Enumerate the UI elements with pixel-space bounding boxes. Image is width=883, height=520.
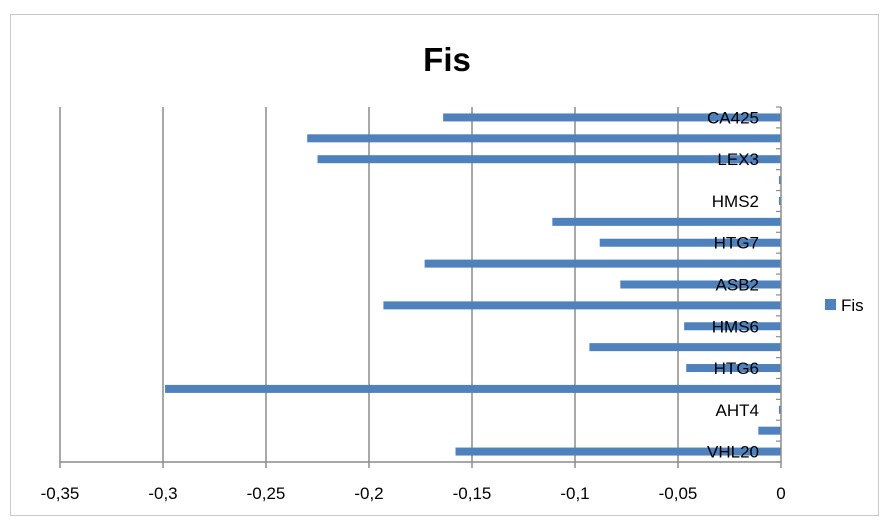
bars bbox=[165, 113, 781, 456]
bar bbox=[443, 113, 781, 122]
x-tick-label: -0,3 bbox=[148, 484, 177, 503]
bar bbox=[307, 134, 781, 143]
chart-title: Fis bbox=[423, 41, 471, 78]
bar bbox=[455, 447, 781, 456]
bar bbox=[778, 176, 781, 185]
category-label: LEX3 bbox=[717, 150, 759, 169]
x-tick-label: -0,25 bbox=[247, 484, 286, 503]
category-label: VHL20 bbox=[707, 443, 759, 462]
bar bbox=[686, 364, 781, 373]
category-labels: CA425 LEX3 HMS2 HTG7 ASB2 HMS6 HTG6 AHT4 VHL20 bbox=[707, 108, 759, 461]
legend-swatch bbox=[825, 299, 836, 310]
category-label: HMS2 bbox=[712, 192, 759, 211]
category-label: HTG6 bbox=[714, 359, 759, 378]
bar bbox=[778, 196, 781, 205]
bar bbox=[552, 217, 781, 226]
bar bbox=[620, 280, 781, 289]
x-tick-label: -0,2 bbox=[354, 484, 383, 503]
bar bbox=[758, 426, 781, 435]
bar bbox=[684, 322, 781, 331]
x-tick-label: -0,35 bbox=[41, 484, 80, 503]
legend: Fis bbox=[825, 296, 864, 315]
gridlines bbox=[59, 107, 679, 462]
x-tick-label: 0 bbox=[776, 484, 785, 503]
bar bbox=[778, 405, 781, 414]
x-tick-label: -0,15 bbox=[453, 484, 492, 503]
axes bbox=[59, 106, 782, 468]
legend-label: Fis bbox=[841, 296, 864, 315]
bar bbox=[599, 238, 781, 247]
x-tick-labels: -0,35 -0,3 -0,25 -0,2 -0,15 -0,1 -0,05 0 bbox=[41, 484, 786, 503]
x-tick-label: -0,05 bbox=[659, 484, 698, 503]
category-label: ASB2 bbox=[716, 276, 759, 295]
bar bbox=[589, 343, 781, 352]
category-label: HMS6 bbox=[712, 317, 759, 336]
category-label: HTG7 bbox=[714, 234, 759, 253]
bar bbox=[424, 259, 781, 268]
category-label: CA425 bbox=[707, 108, 759, 127]
bar bbox=[165, 384, 781, 393]
bar bbox=[383, 301, 781, 310]
bar bbox=[317, 155, 781, 164]
x-tick-label: -0,1 bbox=[560, 484, 589, 503]
category-label: AHT4 bbox=[716, 401, 759, 420]
